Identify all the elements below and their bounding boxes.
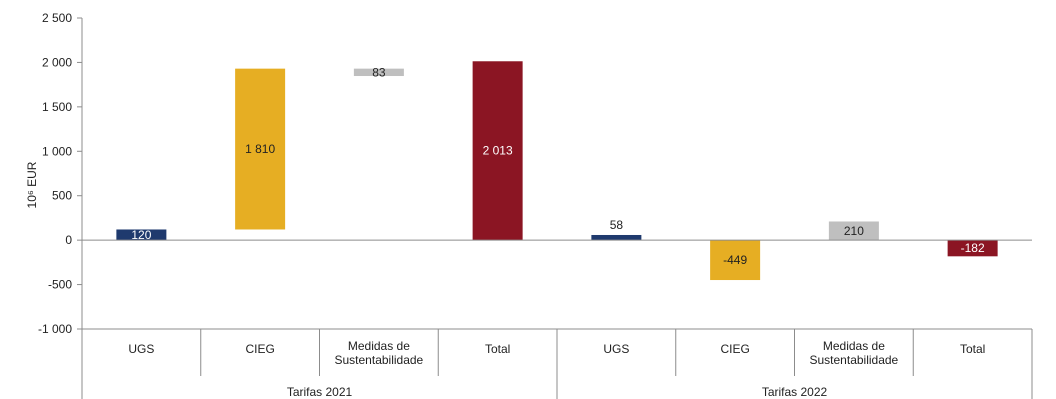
y-tick-label: 500 xyxy=(52,189,72,203)
category-label: Medidas de xyxy=(348,339,410,353)
bar xyxy=(828,221,879,241)
y-axis-title: 10⁶ EUR xyxy=(25,161,39,208)
group-label: Tarifas 2021 xyxy=(287,385,353,399)
y-axis: 2 500 2 000 1 500 1 000 500 0 -500 -1 000 xyxy=(38,11,83,336)
bar xyxy=(947,240,998,257)
y-tick-label: 2 000 xyxy=(42,55,72,69)
y-tick-label: -500 xyxy=(48,278,72,292)
y-tick-label: 0 xyxy=(65,233,72,247)
category-label: CIEG xyxy=(245,342,274,356)
group-label: Tarifas 2022 xyxy=(762,385,828,399)
data-label: 210 xyxy=(844,224,864,238)
category-label: CIEG xyxy=(720,342,749,356)
y-tick-label: 2 500 xyxy=(42,11,72,25)
category-label: Sustentabilidade xyxy=(335,353,424,367)
bar xyxy=(472,61,523,241)
data-label: 83 xyxy=(372,65,386,79)
data-label: 1 810 xyxy=(245,142,275,156)
category-label: Total xyxy=(960,342,985,356)
bars-layer: 120 1 810 83 2 013 58 -449 210 -182 xyxy=(116,61,998,281)
category-label: UGS xyxy=(128,342,154,356)
bar xyxy=(353,68,404,77)
data-label: 120 xyxy=(131,228,151,242)
y-tick-label: -1 000 xyxy=(38,322,72,336)
data-label: -182 xyxy=(961,241,985,255)
bar xyxy=(591,234,642,241)
y-tick-label: 1 500 xyxy=(42,100,72,114)
data-label: 2 013 xyxy=(483,144,513,158)
bar xyxy=(116,229,167,241)
y-tick-label: 1 000 xyxy=(42,144,72,158)
category-label: Total xyxy=(485,342,510,356)
bar xyxy=(710,240,761,281)
category-label: Sustentabilidade xyxy=(810,353,899,367)
category-label: UGS xyxy=(603,342,629,356)
x-axis: UGS CIEG Medidas deSustentabilidadeTotalTa… xyxy=(81,239,1033,399)
data-label: -449 xyxy=(723,253,747,267)
bar xyxy=(235,68,286,230)
data-label: 58 xyxy=(610,218,624,232)
category-label: Medidas de xyxy=(823,339,885,353)
